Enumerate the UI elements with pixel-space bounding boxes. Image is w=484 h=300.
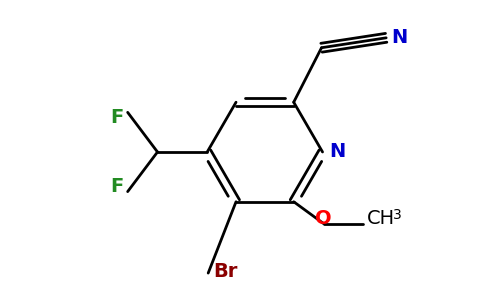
Text: F: F: [110, 108, 124, 128]
Text: CH: CH: [367, 208, 395, 227]
Text: 3: 3: [393, 208, 402, 222]
Text: O: O: [315, 208, 332, 227]
Text: N: N: [391, 28, 408, 47]
Text: N: N: [330, 142, 346, 161]
Text: Br: Br: [213, 262, 238, 281]
Text: F: F: [110, 177, 124, 196]
